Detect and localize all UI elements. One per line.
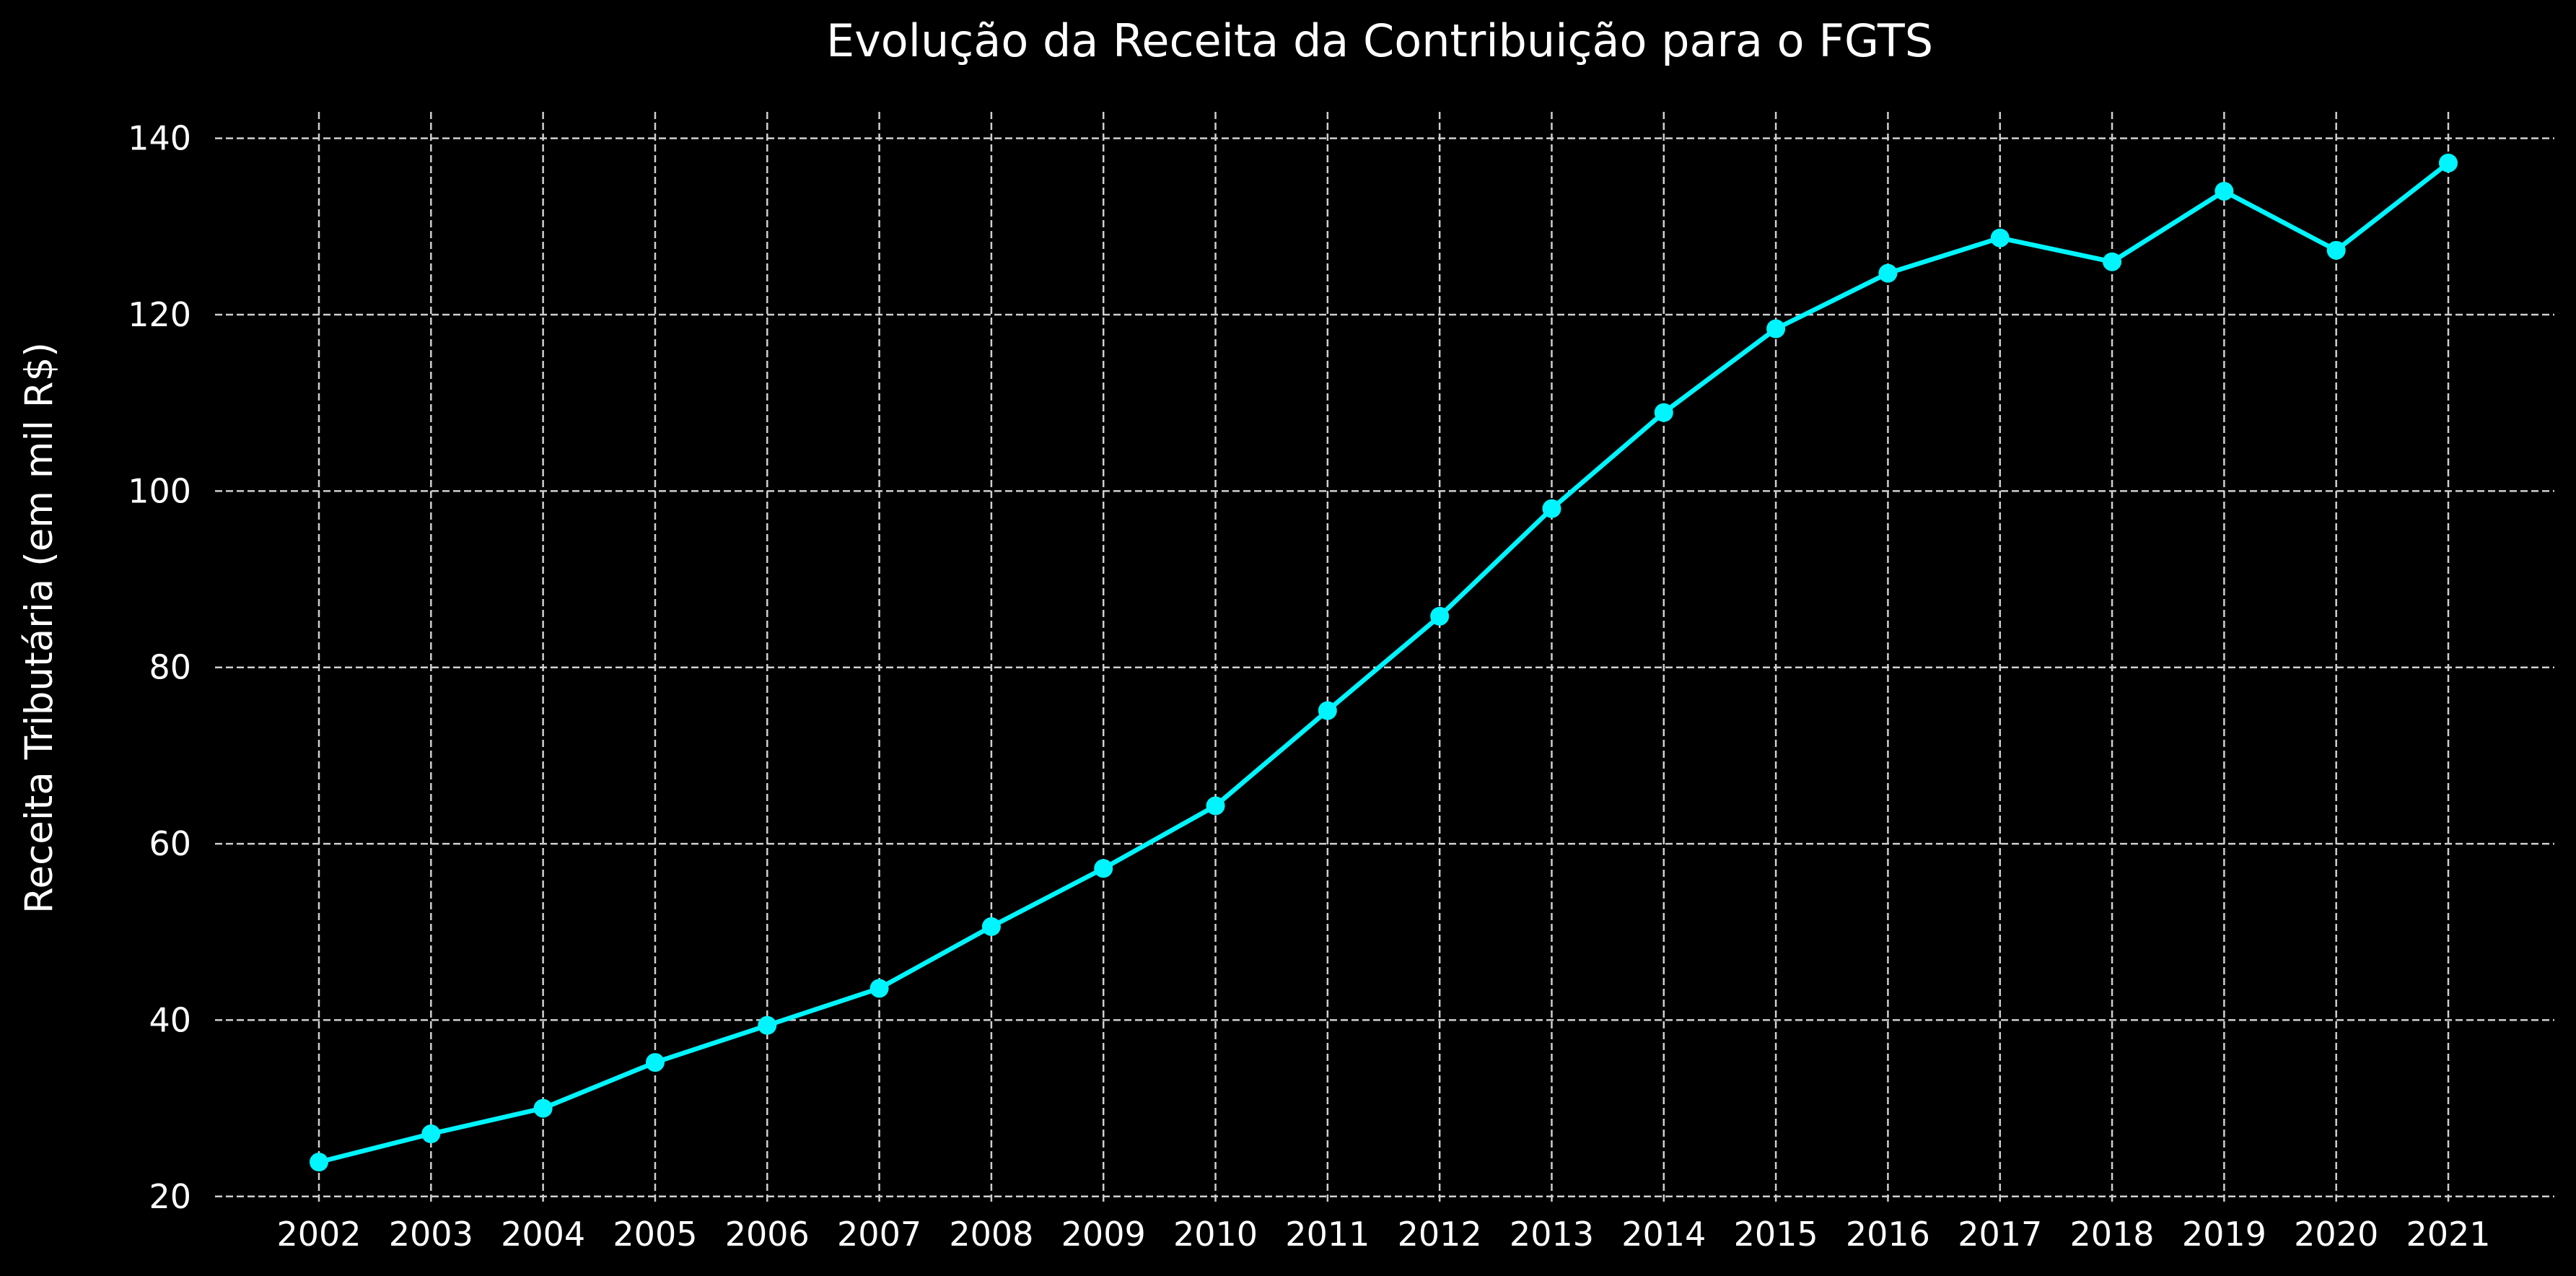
y-tick-label: 100 (128, 471, 191, 510)
x-tick-label: 2003 (389, 1215, 473, 1254)
x-tick-label: 2019 (2182, 1215, 2266, 1254)
data-point (2439, 153, 2458, 172)
data-point (533, 1098, 553, 1118)
y-tick-label: 40 (149, 1000, 191, 1039)
y-axis-ticks: 20 40 60 80 100 120 140 (128, 119, 191, 1216)
data-point (1094, 859, 1113, 878)
data-point (421, 1124, 441, 1144)
y-tick-label: 80 (149, 648, 191, 687)
series-markers (310, 153, 2458, 1172)
x-tick-label: 2007 (837, 1215, 921, 1254)
x-tick-label: 2014 (1621, 1215, 1706, 1254)
x-tick-label: 2015 (1734, 1215, 1818, 1254)
x-tick-label: 2009 (1061, 1215, 1146, 1254)
x-tick-label: 2004 (501, 1215, 585, 1254)
x-tick-label: 2012 (1398, 1215, 1482, 1254)
data-point (310, 1153, 328, 1172)
data-point (1766, 319, 1786, 338)
x-axis-ticks: 2002 2003 2004 2005 2006 2007 2008 2009 2010 2011… (276, 1215, 2490, 1254)
data-point (1318, 701, 1337, 720)
data-point (1430, 606, 1450, 626)
chart-title: Evolução da Receita da Contribuição para… (826, 14, 1933, 67)
data-point (2103, 252, 2122, 271)
x-tick-label: 2020 (2294, 1215, 2378, 1254)
series-group (318, 161, 2450, 1165)
x-tick-label: 2011 (1285, 1215, 1370, 1254)
data-point (869, 979, 889, 998)
x-tick-label: 2013 (1510, 1215, 1594, 1254)
x-tick-label: 2010 (1173, 1215, 1258, 1254)
y-tick-label: 60 (149, 824, 191, 863)
data-point (1542, 499, 1561, 518)
data-point (2326, 240, 2346, 260)
x-tick-label: 2002 (276, 1215, 361, 1254)
x-tick-label: 2008 (949, 1215, 1033, 1254)
data-point (645, 1053, 665, 1072)
x-tick-label: 2021 (2406, 1215, 2490, 1254)
data-point (1878, 263, 1898, 283)
x-tick-label: 2017 (1958, 1215, 2042, 1254)
y-tick-label: 20 (149, 1177, 191, 1216)
y-tick-label: 140 (128, 119, 191, 158)
data-point (981, 917, 1001, 936)
data-point (1206, 796, 1225, 816)
data-point (1654, 403, 1673, 422)
series-line (318, 161, 2450, 1165)
y-axis-label: Receita Tributária (em mil R$) (17, 342, 61, 914)
x-tick-label: 2006 (725, 1215, 810, 1254)
y-tick-label: 120 (128, 295, 191, 334)
x-tick-label: 2018 (2070, 1215, 2155, 1254)
data-point (1990, 228, 2010, 248)
x-tick-label: 2005 (613, 1215, 697, 1254)
data-point (2214, 181, 2234, 201)
data-point (758, 1015, 777, 1035)
x-tick-label: 2016 (1846, 1215, 1930, 1254)
